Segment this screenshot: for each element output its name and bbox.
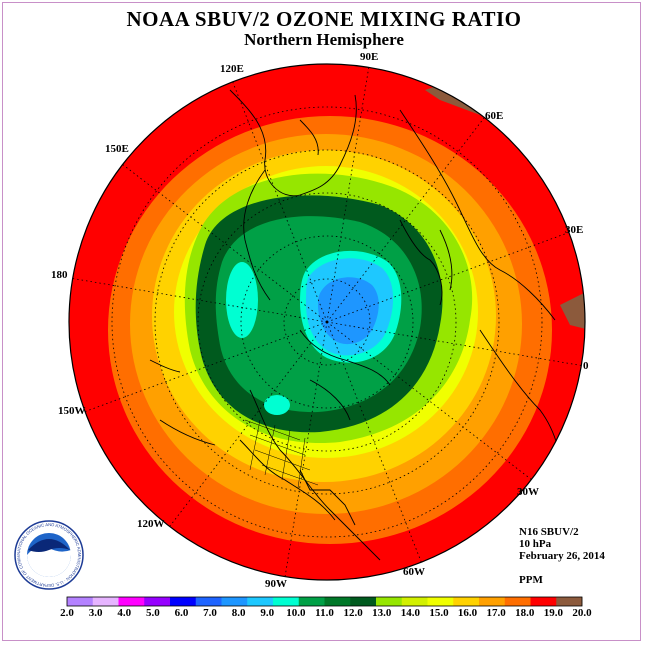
contour-20-patch-east <box>560 290 585 330</box>
lon-label-120w: 120W <box>137 518 165 530</box>
lon-label-60w: 60W <box>403 566 425 578</box>
colorbar-cell <box>401 597 428 606</box>
colorbar-tick-label: 2.0 <box>60 607 74 619</box>
units-label: PPM <box>519 574 543 586</box>
colorbar-cell <box>556 597 583 606</box>
colorbar-tick-label: 12.0 <box>343 607 363 619</box>
colorbar-cell <box>453 597 480 606</box>
colorbar-cell <box>504 597 531 606</box>
page-subtitle: Northern Hemisphere <box>244 30 404 49</box>
colorbar-cell <box>67 597 94 606</box>
state-boundaries <box>244 419 319 489</box>
latitude-circles <box>111 106 543 538</box>
lon-label-30e: 30E <box>565 224 584 236</box>
lon-label-0: 0 <box>583 360 589 372</box>
colorbar-cell <box>170 597 197 606</box>
colorbar-cell <box>221 597 248 606</box>
colorbar-cell <box>427 597 454 606</box>
colorbar-tick-label: 10.0 <box>286 607 306 619</box>
colorbar-cell <box>324 597 351 606</box>
colorbar-cell <box>273 597 300 606</box>
colorbar-tick-label: 20.0 <box>572 607 592 619</box>
colorbar-tick-label: 18.0 <box>515 607 535 619</box>
colorbar-tick-label: 16.0 <box>457 607 478 619</box>
colorbar-cell <box>298 597 325 606</box>
colorbar-cell <box>376 597 403 606</box>
colorbar-tick-label: 17.0 <box>486 607 506 619</box>
colorbar-cell <box>195 597 222 606</box>
colorbar-cell <box>350 597 377 606</box>
instrument-label: N16 SBUV/2 <box>519 526 579 538</box>
date-label: February 26, 2014 <box>519 550 605 562</box>
pressure-level-label: 10 hPa <box>519 538 552 550</box>
lon-label-180: 180 <box>51 269 68 281</box>
colorbar-tick-label: 9.0 <box>260 607 275 619</box>
contour-10-west <box>226 262 258 338</box>
noaa-logo: NOAA NATIONAL OCEANIC AND ATMOSPHERIC AD… <box>14 520 84 590</box>
colorbar-tick-label: 8.0 <box>231 607 246 619</box>
contour-10-south <box>264 395 290 415</box>
lon-label-150w: 150W <box>58 405 86 417</box>
colorbar-tick-label: 11.0 <box>315 607 334 619</box>
figure-frame <box>2 2 641 641</box>
colorbar-cell <box>247 597 274 606</box>
colorbar-tick-label: 13.0 <box>372 607 392 619</box>
colorbar-tick-label: 6.0 <box>174 607 189 619</box>
colorbar-cell <box>144 597 171 606</box>
colorbar-tick-label: 3.0 <box>88 607 103 619</box>
colorbar-tick-label: 7.0 <box>203 607 217 619</box>
colorbar-border <box>66 596 583 607</box>
colorbar-tick-label: 19.0 <box>543 607 563 619</box>
lon-label-120e: 120E <box>220 63 244 75</box>
colorbar-tick-label: 5.0 <box>145 607 160 619</box>
colorbar-tick-label: 14.0 <box>400 607 420 619</box>
lon-label-90w: 90W <box>265 578 287 590</box>
lon-label-30w: 30W <box>517 486 539 498</box>
polar-vortex-7 <box>318 277 379 345</box>
lon-label-60e: 60E <box>485 110 504 122</box>
lon-label-150e: 150E <box>105 143 129 155</box>
lon-label-90e: 90E <box>360 51 379 63</box>
colorbar-cell <box>118 597 145 606</box>
colorbar-tick-label: 15.0 <box>429 607 449 619</box>
colorbar-cell <box>530 597 557 606</box>
map-boundary <box>68 63 586 581</box>
svg-text:NOAA: NOAA <box>34 552 63 563</box>
colorbar-cell <box>92 597 119 606</box>
meridians <box>69 65 585 578</box>
colorbar-cell <box>479 597 506 606</box>
page-title: NOAA SBUV/2 OZONE MIXING RATIO <box>126 7 522 31</box>
colorbar-tick-label: 4.0 <box>117 607 132 619</box>
